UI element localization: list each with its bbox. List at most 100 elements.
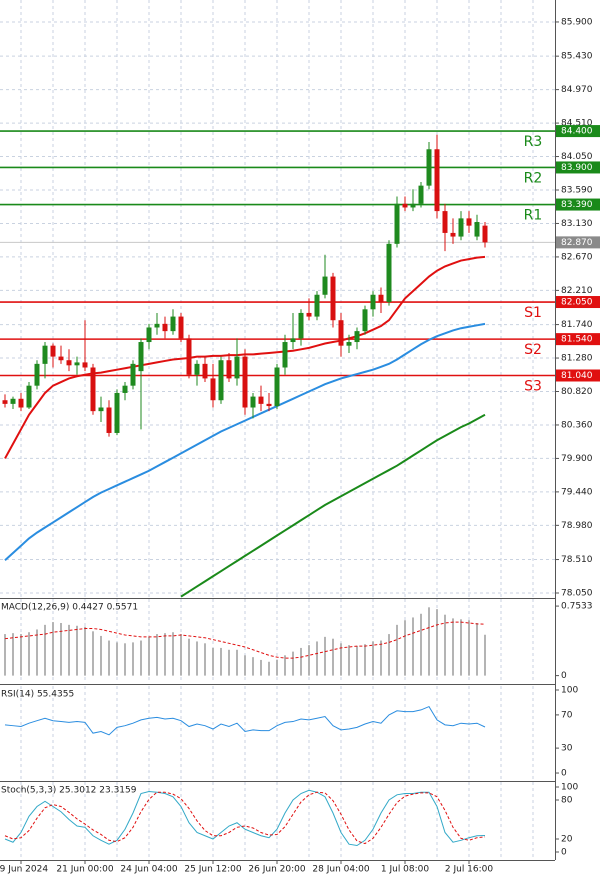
price-box xyxy=(556,198,600,211)
histogram-bar xyxy=(132,642,134,676)
y-tick-label: 100 xyxy=(561,783,578,793)
candle-body xyxy=(82,362,88,368)
histogram-bar xyxy=(340,643,342,676)
y-tick-label: 70 xyxy=(561,710,573,720)
panel-title: RSI(14) 55.4355 xyxy=(1,690,74,700)
level-label: S1 xyxy=(524,305,542,321)
candle-body xyxy=(458,218,464,237)
histogram-bar xyxy=(220,647,222,676)
histogram-bar xyxy=(36,629,38,676)
histogram-bar xyxy=(236,649,238,676)
histogram-bar xyxy=(44,624,46,676)
candle-body xyxy=(66,360,72,366)
candle-body xyxy=(274,367,280,407)
level-label: R2 xyxy=(524,170,543,186)
histogram-bar xyxy=(204,643,206,676)
x-tick-label: 28 Jun 04:00 xyxy=(312,865,369,875)
price-box xyxy=(556,161,600,174)
candle-body xyxy=(210,378,216,401)
candle-body xyxy=(338,320,344,346)
y-tick-label: 80.360 xyxy=(561,420,593,430)
histogram-bar xyxy=(52,622,54,676)
candle-body xyxy=(186,338,192,375)
panel-title: MACD(12,26,9) 0.4427 0.5571 xyxy=(1,603,138,613)
price-box-label: 84.400 xyxy=(561,127,593,137)
price-box xyxy=(556,333,600,346)
histogram-bar xyxy=(356,646,358,676)
y-tick-label: 79.440 xyxy=(561,487,593,497)
x-tick-label: 24 Jun 04:00 xyxy=(120,865,177,875)
y-tick-label: 0 xyxy=(561,848,567,858)
histogram-bar xyxy=(244,655,246,676)
candle-body xyxy=(418,185,424,204)
histogram-bar xyxy=(268,661,270,676)
histogram-bar xyxy=(28,632,30,676)
candle-body xyxy=(394,203,400,244)
histogram-bar xyxy=(436,609,438,676)
y-tick-label: 83.590 xyxy=(561,186,593,196)
candle-body xyxy=(122,385,128,393)
candle-body xyxy=(362,309,368,332)
histogram-bar xyxy=(164,633,166,676)
price-box-label: 81.540 xyxy=(561,335,593,345)
histogram-bar xyxy=(308,645,310,676)
candle-body xyxy=(146,327,152,343)
candle-body xyxy=(250,396,256,408)
indicator-line xyxy=(4,322,486,562)
candle-body xyxy=(450,232,456,237)
indicator-line xyxy=(4,621,486,659)
candle-body xyxy=(10,398,16,404)
candle-body xyxy=(218,360,224,401)
histogram-bar xyxy=(12,633,14,676)
y-tick-label: 84.510 xyxy=(561,119,593,129)
histogram-bar xyxy=(60,623,62,676)
y-tick-label: 84.050 xyxy=(561,152,593,162)
candle-body xyxy=(202,363,208,379)
histogram-bar xyxy=(420,613,422,676)
candle-body xyxy=(42,345,48,364)
histogram-bar xyxy=(20,634,22,676)
candle-body xyxy=(298,312,304,339)
candle-body xyxy=(170,316,176,332)
price-box xyxy=(556,125,600,138)
x-tick-label: 21 Jun 00:00 xyxy=(56,865,113,875)
candle-body xyxy=(426,149,432,186)
candle-body xyxy=(2,400,8,404)
y-tick-label: 78.980 xyxy=(561,521,593,531)
candle-body xyxy=(50,345,56,357)
candle-body xyxy=(266,403,272,407)
level-label: S3 xyxy=(524,378,542,394)
histogram-bar xyxy=(116,642,118,676)
candle-body xyxy=(34,363,40,386)
histogram-bar xyxy=(476,623,478,676)
histogram-bar xyxy=(212,647,214,676)
indicator-line xyxy=(4,789,486,847)
histogram-bar xyxy=(276,659,278,676)
level-label: R3 xyxy=(524,134,543,150)
candle-body xyxy=(330,276,336,321)
candle-body xyxy=(346,342,352,346)
candle-body xyxy=(74,362,80,366)
histogram-bar xyxy=(452,618,454,676)
y-tick-label: 82.670 xyxy=(561,252,593,262)
candle-body xyxy=(154,323,160,328)
histogram-bar xyxy=(196,641,198,676)
y-tick-label: 79.900 xyxy=(561,454,593,464)
candle-body xyxy=(386,243,392,303)
histogram-bar xyxy=(348,645,350,676)
y-tick-label: 84.970 xyxy=(561,85,593,95)
price-box xyxy=(556,296,600,309)
x-tick-label: 2 Jul 16:00 xyxy=(445,865,494,875)
candle-body xyxy=(322,276,328,295)
y-tick-label: 78.510 xyxy=(561,555,593,565)
candle-body xyxy=(378,294,384,303)
histogram-bar xyxy=(228,649,230,676)
level-label: S2 xyxy=(524,342,542,358)
histogram-bar xyxy=(172,632,174,676)
y-tick-label: 85.900 xyxy=(561,17,593,27)
histogram-bar xyxy=(404,620,406,676)
candle-body xyxy=(482,225,488,243)
y-tick-label: 100 xyxy=(561,685,578,695)
price-box-label: 81.040 xyxy=(561,371,593,381)
